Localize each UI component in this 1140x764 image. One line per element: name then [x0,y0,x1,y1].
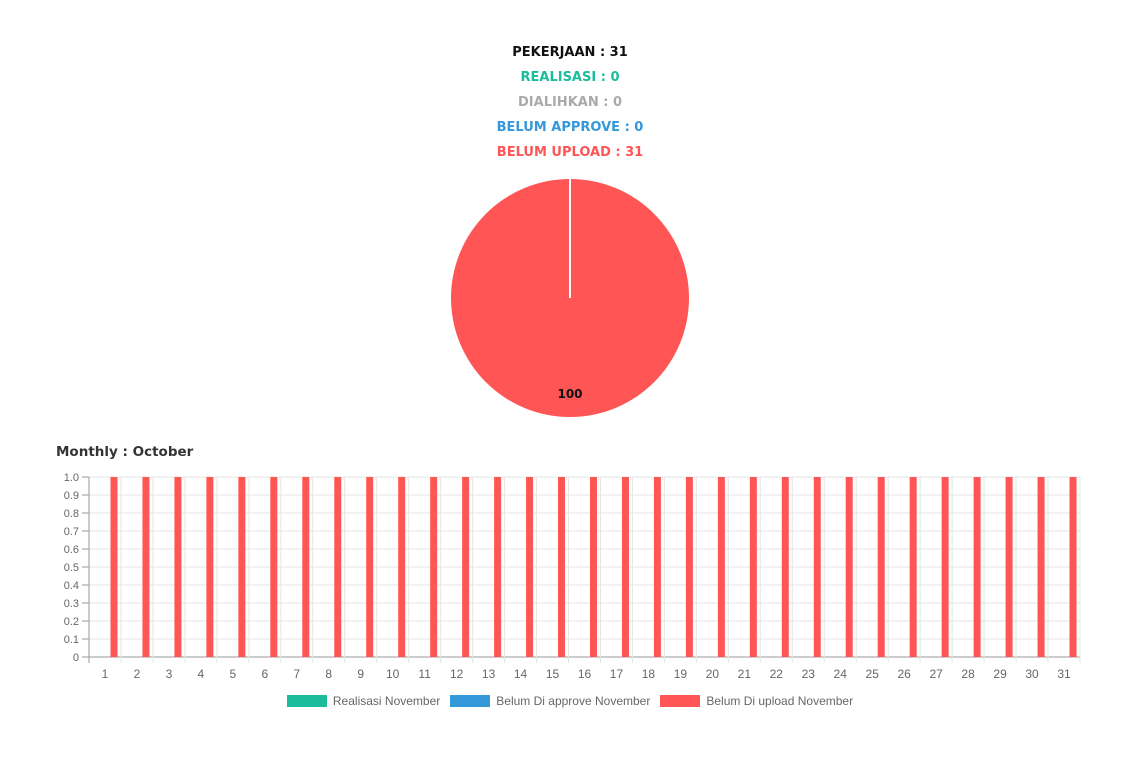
x-tick-label: 29 [993,667,1007,681]
y-tick-label: 0.1 [64,634,79,646]
x-tick-label: 10 [386,667,400,681]
x-tick-label: 9 [357,667,364,681]
bar-3-28 [973,477,981,657]
legend-label: Belum Di upload November [706,694,854,708]
legend-swatch [660,695,701,707]
bar-3-7 [302,477,310,657]
bar-3-21 [749,477,757,657]
legend-label: Realisasi November [332,694,441,708]
x-tick-label: 4 [198,667,205,681]
x-tick-label: 3 [166,667,173,681]
bar-3-16 [590,477,597,657]
chart-legend: Realisasi November Belum Di approve Novem… [0,694,1140,708]
x-tick-label: 7 [293,667,300,681]
y-tick-label: 0.6 [64,544,79,556]
bar-3-3 [174,477,182,657]
x-tick-label: 20 [706,667,720,681]
legend-label: Belum Di approve November [496,694,651,708]
monthly-title: Monthly : October [56,444,194,460]
x-tick-label: 13 [482,667,496,681]
x-tick-label: 2 [134,667,141,681]
x-tick-label: 8 [325,667,332,681]
y-tick-label: 0.8 [64,508,79,520]
x-tick-label: 1 [102,667,109,681]
bar-3-30 [1037,477,1045,657]
bar-3-13 [494,477,502,657]
y-tick-label: 0.5 [64,562,79,574]
y-tick-label: 0.2 [64,616,79,628]
bar-3-31 [1069,477,1077,657]
y-tick-label: 0.3 [64,598,79,610]
legend-swatch [450,695,491,707]
bar-3-12 [462,477,470,657]
x-tick-label: 19 [674,667,688,681]
bar-3-27 [941,477,949,657]
bar-3-23 [813,477,821,657]
belum-upload-count: BELUM UPLOAD : 31 [496,145,644,160]
bar-3-29 [1005,477,1013,657]
x-tick-label: 25 [866,667,880,681]
bar-3-9 [366,477,374,657]
belum-approve-count: BELUM APPROVE : 0 [496,120,644,135]
bar-3-18 [653,477,661,657]
y-tick-label: 0 [73,652,79,664]
realisasi-count: REALISASI : 0 [520,70,620,85]
bar-3-1 [110,477,118,657]
x-tick-label: 14 [514,667,528,681]
x-tick-label: 21 [738,667,752,681]
pekerjaan-count: PEKERJAAN : 31 [512,45,628,60]
x-tick-label: 11 [418,667,431,681]
bar-3-5 [238,477,246,657]
x-tick-label: 18 [642,667,656,681]
monthly-bar-chart: 00.10.20.30.40.50.60.70.80.91.01 2 3 4 5 6 7 8 9… [64,472,1081,681]
legend-item-1[interactable]: Realisasi November [286,694,441,708]
bar-3-8 [334,477,342,657]
bar-3-24 [845,477,853,657]
x-tick-label: 27 [929,667,943,681]
legend-item-3[interactable]: Belum Di upload November [660,694,853,708]
x-tick-label: 31 [1057,667,1071,681]
bar-3-26 [909,477,917,657]
x-tick-label: 22 [770,667,784,681]
x-tick-label: 15 [546,667,560,681]
bar-3-14 [526,477,534,657]
bar-3-10 [398,477,406,657]
pie-data-label: 100 [557,387,582,401]
x-tick-label: 23 [802,667,816,681]
legend-item-2[interactable]: Belum Di approve November [450,694,650,708]
bar-3-11 [430,477,438,657]
x-tick-label: 28 [961,667,975,681]
bar-3-2 [142,477,150,657]
y-tick-label: 0.4 [64,580,79,592]
bar-3-4 [206,477,214,657]
y-tick-label: 0.7 [64,526,79,538]
x-tick-label: 16 [578,667,592,681]
x-tick-label: 6 [261,667,268,681]
bar-3-20 [717,477,725,657]
bar-3-17 [621,477,629,657]
x-tick-label: 17 [610,667,624,681]
bar-3-22 [781,477,789,657]
x-tick-label: 24 [834,667,848,681]
dialihkan-count: DIALIHKAN : 0 [518,95,622,110]
x-tick-label: 30 [1025,667,1039,681]
status-pie-chart: 100 [451,179,689,417]
y-tick-label: 0.9 [64,490,79,502]
legend-swatch [286,695,327,707]
x-tick-label: 26 [897,667,911,681]
bar-3-19 [685,477,693,657]
y-tick-label: 1.0 [64,472,79,484]
bar-3-25 [877,477,885,657]
x-tick-label: 5 [230,667,237,681]
bar-3-15 [558,477,566,657]
x-tick-label: 12 [450,667,464,681]
bar-3-6 [270,477,278,657]
